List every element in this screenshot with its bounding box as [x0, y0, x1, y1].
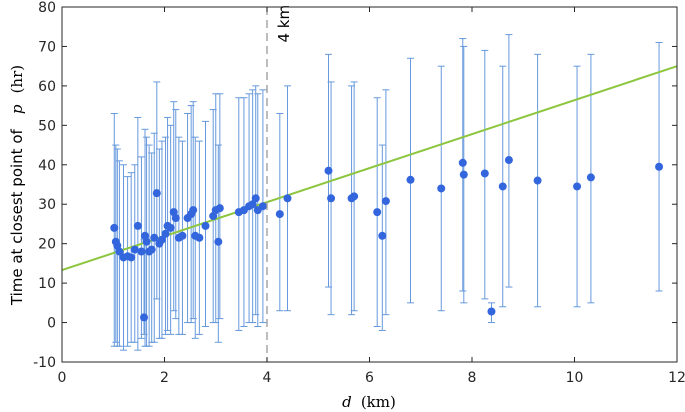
errorbar — [134, 116, 142, 351]
data-point — [201, 221, 210, 230]
data-point — [480, 169, 489, 178]
data-point — [498, 182, 507, 191]
data-point — [147, 245, 156, 254]
y-tick-label: 30 — [38, 197, 56, 213]
y-tick-label: 70 — [38, 39, 56, 55]
data-point — [215, 204, 224, 213]
data-point — [324, 166, 333, 175]
data-point — [327, 194, 336, 203]
y-tick-label: 10 — [38, 276, 56, 292]
data-point — [171, 214, 180, 223]
data-point — [251, 194, 260, 203]
y-axis-label: Time at closest point of p (hr) — [7, 65, 26, 306]
data-point — [189, 206, 198, 215]
x-tick-label: 0 — [58, 370, 67, 386]
data-point — [133, 221, 142, 230]
data-point — [504, 156, 513, 165]
data-point — [152, 189, 161, 198]
y-tick-label: 40 — [38, 158, 56, 174]
x-axis-label: d (km) — [342, 392, 396, 411]
y-tick-label: 20 — [38, 237, 56, 253]
data-point — [373, 208, 382, 217]
data-point — [283, 194, 292, 203]
y-tick-label: 0 — [47, 316, 56, 332]
x-axis-var: d — [342, 393, 352, 411]
x-axis-unit: (km) — [361, 393, 396, 411]
y-tick-label: 50 — [38, 118, 56, 134]
y-axis-unit: (hr) — [8, 65, 26, 94]
data-point — [142, 237, 151, 246]
data-point — [248, 200, 257, 209]
data-point — [275, 210, 284, 219]
data-point — [161, 229, 170, 238]
x-tick-label: 6 — [365, 370, 374, 386]
y-tick-label: 60 — [38, 79, 56, 95]
data-point — [214, 237, 223, 246]
threshold-label: 4 km — [275, 5, 293, 43]
data-point — [459, 170, 468, 179]
data-point — [110, 223, 119, 232]
data-point — [437, 184, 446, 193]
data-point — [157, 235, 166, 244]
errorbar — [124, 176, 132, 347]
data-point — [573, 182, 582, 191]
y-axis-text: Time at closest point of — [8, 129, 26, 307]
data-point — [586, 173, 595, 182]
data-point — [140, 313, 148, 322]
data-point — [258, 202, 267, 211]
errorbar — [145, 144, 153, 347]
data-point — [130, 245, 139, 254]
x-tick-label: 12 — [668, 370, 685, 386]
x-tick-label: 4 — [263, 370, 272, 386]
point-layer — [110, 156, 664, 322]
data-point — [166, 223, 175, 232]
y-tick-label: -10 — [33, 355, 56, 371]
y-axis-var: p — [8, 104, 26, 114]
x-tick-label: 8 — [468, 370, 477, 386]
data-point — [350, 192, 359, 201]
data-point — [195, 233, 204, 242]
data-point — [381, 197, 390, 206]
data-point — [406, 175, 415, 184]
data-point — [533, 176, 542, 185]
data-point — [137, 247, 146, 256]
data-point — [178, 231, 187, 240]
x-tick-label: 10 — [566, 370, 584, 386]
data-point — [487, 307, 496, 316]
data-point — [150, 233, 159, 242]
x-tick-label: 2 — [160, 370, 169, 386]
data-point — [127, 253, 136, 262]
data-point — [655, 162, 664, 171]
data-point — [378, 231, 387, 240]
y-tick-label: 80 — [38, 0, 56, 16]
data-point — [458, 158, 467, 167]
data-point — [115, 247, 124, 256]
